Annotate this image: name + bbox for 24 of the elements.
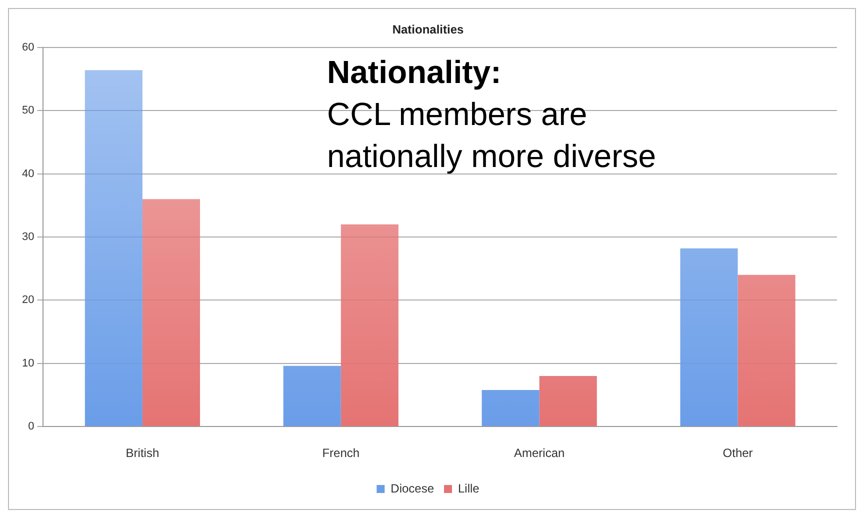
bar xyxy=(84,70,142,426)
y-tick-label: 50 xyxy=(22,104,34,117)
y-tick-label: 20 xyxy=(22,294,34,306)
x-tick-label: American xyxy=(514,446,565,460)
y-tick-label: 10 xyxy=(22,357,34,370)
y-tick-label: 0 xyxy=(28,420,34,433)
legend-label: Diocese xyxy=(390,481,434,496)
legend-label: Lille xyxy=(458,481,480,496)
bar xyxy=(680,248,738,426)
bar xyxy=(738,274,796,426)
y-tick-label: 40 xyxy=(22,168,34,180)
annotation: CCL members are nationally more diverse xyxy=(327,95,658,176)
y-tick-label: 60 xyxy=(22,41,34,54)
chart-title: Nationalities xyxy=(392,22,464,37)
x-tick-label: French xyxy=(322,446,360,460)
x-tick-label: British xyxy=(126,446,160,460)
bar xyxy=(340,224,398,426)
bar xyxy=(283,366,341,426)
x-tick-label: Other xyxy=(722,446,753,460)
annotation: Nationality: xyxy=(327,53,502,92)
bar xyxy=(539,376,597,426)
y-tick-label: 30 xyxy=(22,231,34,244)
bar xyxy=(482,390,540,426)
bar xyxy=(142,199,200,426)
